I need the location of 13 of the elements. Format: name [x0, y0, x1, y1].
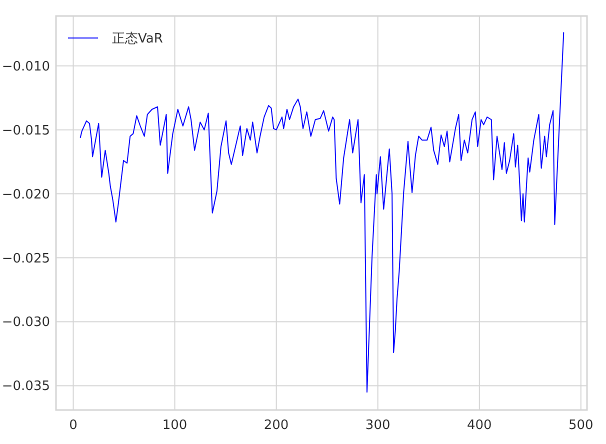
y-tick-label: −0.015	[2, 123, 50, 138]
x-tick-label: 400	[466, 418, 492, 433]
y-tick-label: −0.030	[2, 315, 50, 330]
legend-label: 正态VaR	[112, 32, 163, 46]
x-tick-label: 0	[69, 418, 78, 433]
y-tick-label: −0.010	[2, 59, 50, 74]
y-tick-label: −0.020	[2, 187, 50, 202]
x-tick-label: 500	[568, 418, 594, 433]
x-tick-label: 100	[162, 418, 188, 433]
y-tick-label: −0.035	[2, 379, 50, 394]
y-tick-label: −0.025	[2, 251, 50, 266]
x-tick-label: 200	[264, 418, 289, 433]
x-tick-label: 300	[365, 418, 390, 433]
